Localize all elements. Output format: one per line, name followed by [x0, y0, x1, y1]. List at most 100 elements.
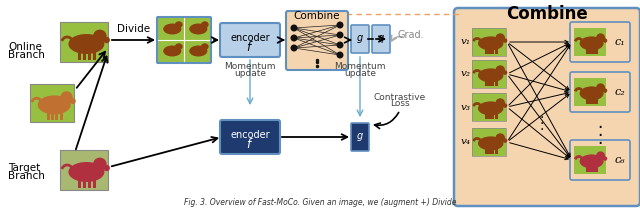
Bar — [592, 97, 595, 104]
Ellipse shape — [502, 38, 508, 43]
Text: v₁: v₁ — [461, 38, 471, 46]
FancyBboxPatch shape — [220, 120, 280, 154]
FancyBboxPatch shape — [570, 22, 630, 62]
FancyBboxPatch shape — [351, 123, 369, 151]
Ellipse shape — [175, 21, 182, 28]
Ellipse shape — [478, 68, 504, 82]
Bar — [78, 50, 81, 60]
Ellipse shape — [603, 38, 607, 43]
Bar — [88, 50, 91, 60]
Ellipse shape — [478, 36, 504, 50]
Bar — [592, 165, 595, 172]
Bar — [472, 128, 506, 156]
Text: Contrastive: Contrastive — [374, 92, 426, 101]
Ellipse shape — [596, 33, 605, 42]
Ellipse shape — [495, 65, 505, 74]
Bar — [589, 97, 592, 104]
Bar — [492, 79, 494, 86]
Bar — [592, 47, 595, 54]
Bar — [88, 178, 91, 188]
Ellipse shape — [189, 46, 207, 56]
Text: Momentum: Momentum — [224, 62, 276, 71]
Bar — [472, 93, 506, 121]
Ellipse shape — [603, 156, 607, 161]
Bar — [60, 110, 63, 120]
Bar — [595, 97, 598, 104]
Bar — [472, 60, 506, 88]
Circle shape — [291, 35, 297, 41]
Text: encoder: encoder — [230, 33, 270, 43]
Bar — [484, 147, 488, 154]
Text: ·: · — [540, 117, 544, 131]
Bar — [83, 50, 86, 60]
Bar — [586, 97, 589, 104]
Ellipse shape — [580, 154, 604, 168]
Text: Online: Online — [8, 42, 42, 52]
Bar — [83, 178, 86, 188]
Text: update: update — [344, 69, 376, 78]
Circle shape — [291, 25, 297, 31]
Bar — [495, 112, 498, 119]
Text: encoder: encoder — [230, 130, 270, 140]
Text: Momentum: Momentum — [334, 62, 386, 71]
Bar — [574, 28, 606, 56]
Ellipse shape — [596, 151, 605, 160]
Ellipse shape — [60, 91, 73, 103]
FancyBboxPatch shape — [570, 72, 630, 112]
Bar — [488, 79, 491, 86]
Text: ·: · — [540, 111, 544, 125]
Bar — [93, 178, 95, 188]
Text: ·: · — [597, 119, 603, 137]
Circle shape — [337, 32, 343, 38]
Ellipse shape — [38, 95, 70, 114]
Circle shape — [291, 45, 297, 51]
Bar — [492, 47, 494, 54]
Ellipse shape — [603, 88, 607, 93]
Ellipse shape — [68, 34, 104, 54]
Bar — [492, 112, 494, 119]
Bar — [184, 18, 210, 40]
Bar — [472, 28, 506, 56]
Bar — [484, 47, 488, 54]
Ellipse shape — [189, 24, 207, 34]
Text: ·: · — [597, 127, 603, 145]
Text: c₂: c₂ — [614, 87, 625, 97]
Ellipse shape — [163, 46, 181, 56]
Text: v₄: v₄ — [461, 138, 471, 147]
Bar — [93, 50, 95, 60]
Ellipse shape — [201, 43, 209, 50]
Bar — [60, 22, 108, 62]
Text: $g$: $g$ — [356, 33, 364, 45]
Bar — [184, 40, 210, 62]
Bar — [595, 47, 598, 54]
Text: c₁: c₁ — [614, 37, 625, 47]
Text: $q$: $q$ — [377, 33, 385, 45]
Ellipse shape — [68, 162, 104, 182]
Bar — [488, 112, 491, 119]
Ellipse shape — [478, 136, 504, 150]
Ellipse shape — [495, 133, 505, 142]
Ellipse shape — [478, 101, 504, 116]
Ellipse shape — [495, 98, 505, 107]
Bar — [495, 79, 498, 86]
Bar — [574, 146, 606, 174]
Text: Divide: Divide — [117, 24, 150, 34]
Ellipse shape — [70, 98, 76, 104]
Ellipse shape — [103, 165, 110, 171]
Bar — [495, 147, 498, 154]
Ellipse shape — [103, 37, 110, 43]
Bar — [472, 28, 506, 56]
Text: ·: · — [540, 123, 544, 137]
Ellipse shape — [175, 43, 182, 50]
Ellipse shape — [93, 30, 106, 42]
Text: Branch: Branch — [8, 171, 45, 181]
Ellipse shape — [596, 83, 605, 92]
Bar — [60, 150, 108, 190]
Bar — [595, 165, 598, 172]
Ellipse shape — [502, 138, 508, 143]
Bar — [589, 47, 592, 54]
Bar — [158, 18, 184, 40]
Text: Loss: Loss — [390, 100, 410, 109]
Bar — [488, 147, 491, 154]
Bar — [488, 47, 491, 54]
